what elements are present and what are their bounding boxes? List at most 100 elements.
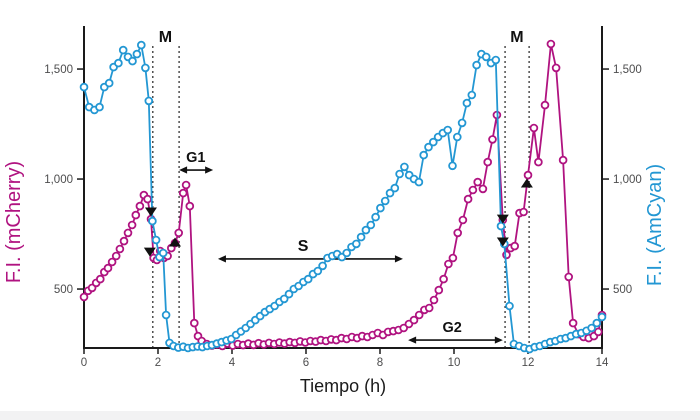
data-point-amcyan	[385, 188, 395, 198]
data-point-amcyan	[132, 49, 142, 59]
data-point-amcyan	[448, 161, 457, 171]
data-point-amcyan	[371, 212, 380, 222]
data-point-mcherry	[558, 155, 568, 165]
data-point-mcherry	[135, 201, 145, 211]
data-point-amcyan	[303, 274, 313, 284]
data-point-mcherry	[568, 318, 578, 328]
data-point-mcherry	[546, 39, 556, 49]
data-point-mcherry	[409, 315, 419, 325]
data-point-amcyan	[118, 45, 128, 55]
data-point-amcyan	[505, 301, 514, 311]
data-point-amcyan	[141, 63, 150, 73]
data-point-amcyan	[414, 177, 424, 187]
data-point-mcherry	[424, 303, 434, 313]
data-point-amcyan	[597, 312, 607, 322]
y-tick-label-right: 1,500	[613, 64, 642, 76]
data-series-layer	[79, 39, 607, 354]
data-point-amcyan	[104, 78, 114, 88]
data-point-mcherry	[96, 274, 105, 284]
data-point-mcherry	[79, 292, 89, 302]
data-point-mcherry	[444, 259, 453, 269]
phase-annotations-layer: M M G1 S G2	[152, 29, 530, 347]
data-point-amcyan	[496, 221, 506, 231]
x-tick-label: 4	[229, 357, 236, 369]
page-background-band	[0, 411, 700, 420]
data-point-mcherry	[131, 210, 141, 220]
x-tick-label: 2	[155, 357, 161, 369]
x-tick-label: 8	[377, 357, 383, 369]
data-point-amcyan	[351, 239, 361, 249]
y-tick-label-right: 1,000	[613, 174, 642, 186]
data-point-mcherry	[439, 274, 448, 284]
phase-label-s: S	[298, 238, 309, 255]
y-tick-label-left: 1,000	[44, 174, 73, 186]
series-line-mcherry	[83, 43, 603, 347]
data-point-mcherry	[483, 157, 493, 167]
data-point-mcherry	[414, 310, 424, 320]
y-tick-label-left: 1,500	[44, 64, 73, 76]
phase-arrowhead	[217, 255, 226, 263]
data-point-amcyan	[279, 294, 289, 304]
event-triangle-down	[496, 237, 509, 247]
x-tick-label: 0	[81, 357, 87, 369]
y-tick-label-left: 500	[54, 284, 73, 296]
data-point-mcherry	[523, 170, 533, 180]
data-point-amcyan	[284, 289, 294, 299]
data-point-mcherry	[107, 257, 117, 267]
data-point-amcyan	[144, 96, 154, 106]
data-point-mcherry	[519, 207, 528, 217]
event-triangle-up	[520, 178, 533, 188]
data-point-amcyan	[462, 98, 472, 108]
data-point-mcherry	[111, 251, 121, 261]
data-point-amcyan	[452, 132, 462, 142]
data-point-amcyan	[356, 232, 366, 242]
data-point-amcyan	[79, 82, 89, 92]
data-point-amcyan	[419, 150, 429, 160]
data-point-mcherry	[103, 263, 113, 273]
data-point-amcyan	[366, 220, 376, 230]
data-point-amcyan	[428, 137, 438, 147]
data-point-mcherry	[143, 194, 152, 204]
data-point-mcherry	[448, 253, 458, 263]
data-point-amcyan	[95, 102, 104, 112]
data-point-mcherry	[540, 100, 550, 110]
data-point-mcherry	[123, 228, 133, 238]
data-point-mcherry	[458, 215, 468, 225]
x-tick-label: 14	[596, 357, 609, 369]
data-point-mcherry	[429, 295, 439, 305]
phase-arrowhead	[179, 166, 188, 174]
data-point-amcyan	[114, 58, 123, 68]
data-point-mcherry	[127, 220, 137, 230]
phase-arrowhead	[394, 255, 403, 263]
event-triangles-layer	[143, 178, 533, 257]
data-point-amcyan	[592, 318, 602, 328]
phase-label-m: M	[510, 29, 523, 46]
data-point-amcyan	[400, 162, 409, 172]
data-point-mcherry	[453, 228, 463, 238]
y-tick-label-right: 500	[613, 284, 632, 296]
event-triangle-down	[143, 247, 156, 257]
data-point-mcherry	[551, 63, 561, 73]
data-point-amcyan	[491, 55, 501, 65]
phase-label-g2: G2	[442, 320, 461, 336]
data-point-mcherry	[593, 327, 603, 337]
data-point-mcherry	[564, 272, 573, 282]
x-tick-label: 6	[303, 357, 309, 369]
data-point-mcherry	[119, 236, 129, 246]
data-point-amcyan	[481, 52, 491, 62]
data-point-amcyan	[424, 142, 433, 152]
data-point-amcyan	[313, 266, 323, 276]
data-point-amcyan	[390, 183, 400, 193]
data-point-amcyan	[380, 196, 390, 206]
event-triangle-down	[144, 207, 157, 217]
data-point-mcherry	[488, 135, 497, 144]
data-point-amcyan	[318, 261, 327, 271]
data-point-mcherry	[181, 180, 191, 190]
data-point-mcherry	[473, 177, 483, 187]
data-point-amcyan	[395, 169, 404, 179]
phase-arrowhead	[408, 336, 417, 344]
data-point-amcyan	[128, 56, 137, 66]
x-axis-title: Tiempo (h)	[300, 376, 386, 396]
